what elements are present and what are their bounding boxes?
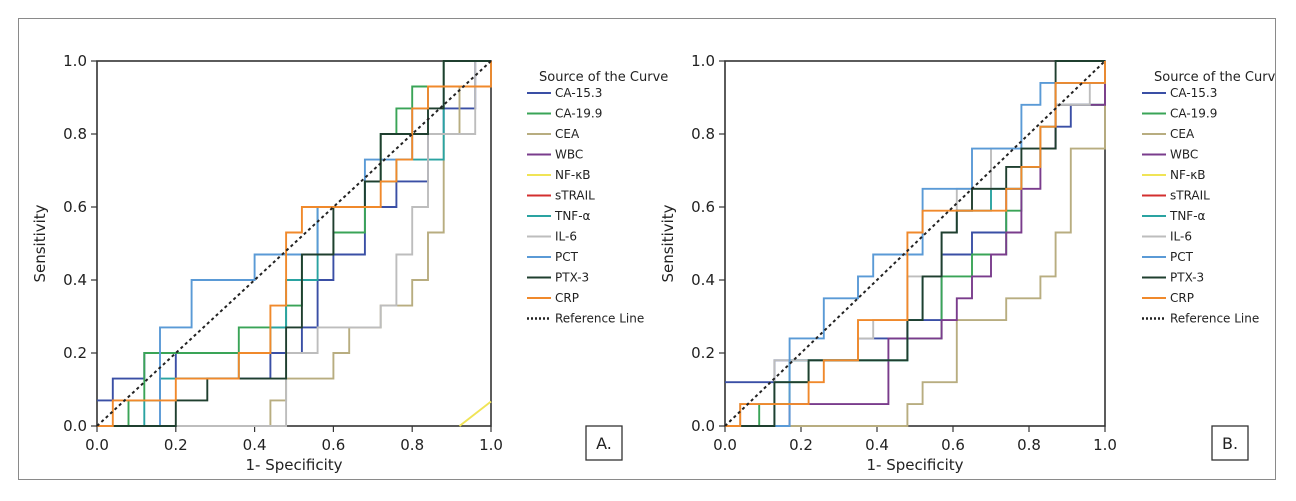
x-tick-label: 0.6 <box>941 436 965 454</box>
series-lines <box>96 60 492 427</box>
y-tick-label: 1.0 <box>63 52 87 70</box>
legend-label: CEA <box>1170 127 1195 141</box>
x-tick-label: 0.2 <box>789 436 813 454</box>
legend-label: PCT <box>1170 250 1194 264</box>
x-tick-label: 0.2 <box>164 436 188 454</box>
roc-figure: 0.0 0.2 0.4 0.6 0.8 1.0 0.0 0.2 0.4 0.6 0.8 1.0 1- S… <box>31 52 1283 474</box>
legend-label: PTX-3 <box>555 271 589 285</box>
x-tick-label: 0.0 <box>85 436 109 454</box>
legend-label: Reference Line <box>1170 312 1259 326</box>
y-tick-label: 0.4 <box>691 271 715 289</box>
legend-label: NF-κB <box>1170 168 1206 182</box>
y-tick-label: 1.0 <box>691 52 715 70</box>
panel-letter: A. <box>596 434 612 453</box>
series-line-il-6 <box>97 60 491 427</box>
series-line-crp <box>725 61 1106 427</box>
y-tick-label: 0.2 <box>691 344 715 362</box>
x-tick-label: 0.4 <box>243 436 267 454</box>
legend-label: CA-15.3 <box>1170 86 1217 100</box>
y-tick-label: 0.0 <box>63 417 87 435</box>
legend-label: Reference Line <box>555 312 644 326</box>
series-line-ptx-3 <box>725 60 1105 427</box>
series-line-crp <box>97 61 492 427</box>
y-axis-title: Sensitivity <box>31 204 49 282</box>
x-tick-label: 0.6 <box>321 436 345 454</box>
legend-label: PCT <box>555 250 579 264</box>
y-tick-label: 0.2 <box>63 344 87 362</box>
panel-letter-box <box>585 425 623 461</box>
legend-label: CEA <box>555 127 580 141</box>
x-tick-label: 1.0 <box>1093 436 1117 454</box>
legend-label: IL-6 <box>555 230 577 244</box>
y-tick-label: 0.6 <box>63 198 87 216</box>
x-tick-label: 0.8 <box>1017 436 1041 454</box>
x-tick-label: 0.0 <box>713 436 737 454</box>
legend-label: sTRAIL <box>1170 189 1210 203</box>
series-line-ptx-3 <box>97 60 491 427</box>
series-line-nf-b <box>458 400 492 427</box>
panel-letter: B. <box>1222 434 1238 453</box>
series-line-pct <box>725 61 1106 427</box>
legend-label: WBC <box>1170 148 1198 162</box>
series-line-cea <box>725 61 1106 427</box>
legend-label: CA-19.9 <box>1170 107 1217 121</box>
y-axis-title: Sensitivity <box>659 204 677 282</box>
y-tick-label: 0.6 <box>691 198 715 216</box>
legend-label: IL-6 <box>1170 230 1192 244</box>
legend-label: WBC <box>555 148 583 162</box>
legend-label: PTX-3 <box>1170 271 1204 285</box>
legend-title: Source of the Curve <box>1154 70 1275 85</box>
plot-area <box>96 60 492 427</box>
x-axis-title: 1- Specificity <box>245 456 342 474</box>
roc-panel-a: 0.0 0.2 0.4 0.6 0.8 1.0 0.0 0.2 0.4 0.6 0.8 1.0 1- S… <box>31 52 668 474</box>
legend-label: CA-19.9 <box>555 107 602 121</box>
x-tick-label: 1.0 <box>479 436 503 454</box>
y-tick-label: 0.4 <box>63 271 87 289</box>
legend-label: CRP <box>555 291 579 305</box>
legend-title: Source of the Curve <box>539 70 668 85</box>
y-tick-label: 0.0 <box>691 417 715 435</box>
series-line-reference-line <box>724 60 1106 427</box>
series-lines <box>724 60 1106 427</box>
panel-letter-box <box>1211 425 1249 461</box>
y-tick-label: 0.8 <box>63 125 87 143</box>
legend-label: NF-κB <box>555 168 591 182</box>
legend-label: sTRAIL <box>555 189 595 203</box>
y-tick-label: 0.8 <box>691 125 715 143</box>
roc-panel-b: 0.0 0.2 0.4 0.6 0.8 1.0 0.0 0.2 0.4 0.6 0.8 1.0 1- S… <box>659 52 1283 474</box>
legend-label: TNF-α <box>554 209 591 223</box>
figure-frame: 0.0 0.2 0.4 0.6 0.8 1.0 0.0 0.2 0.4 0.6 0.8 1.0 1- S… <box>18 18 1283 480</box>
legend-label: TNF-α <box>1169 209 1206 223</box>
x-tick-label: 0.4 <box>865 436 889 454</box>
x-axis-title: 1- Specificity <box>866 456 963 474</box>
x-tick-label: 0.8 <box>400 436 424 454</box>
legend-label: CRP <box>1170 291 1194 305</box>
legend-label: CA-15.3 <box>555 86 602 100</box>
